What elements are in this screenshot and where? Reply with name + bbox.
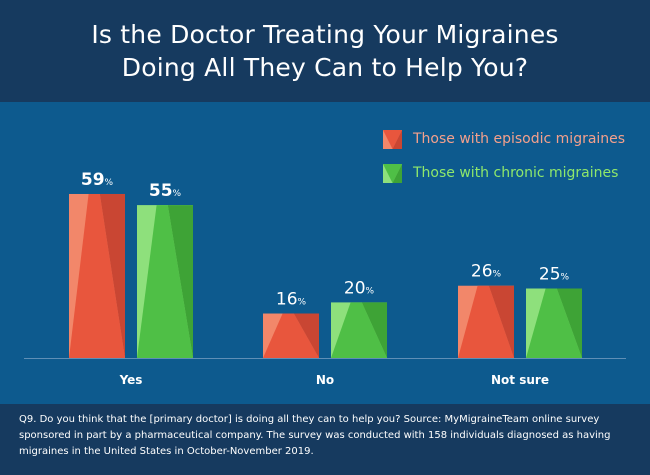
- category-label-no: No: [316, 373, 334, 387]
- data-label-yes-episodic: 59%: [81, 170, 114, 190]
- legend-item-chronic: Those with chronic migraines: [383, 162, 625, 184]
- bar-yes-episodic: [69, 193, 125, 358]
- bar-chart: 59% 55% Yes 16% 20% No 26% 25% Not sure: [24, 170, 626, 387]
- legend-item-episodic: Those with episodic migraines: [383, 128, 625, 150]
- legend-swatch-chronic: [383, 163, 402, 183]
- data-label-yes-chronic: 55%: [149, 181, 182, 201]
- data-label-not-sure-episodic: 26%: [471, 262, 502, 282]
- legend-label-chronic: Those with chronic migraines: [413, 165, 619, 181]
- data-label-no-episodic: 16%: [276, 290, 307, 310]
- bar-not-sure-episodic: [458, 285, 514, 358]
- legend-swatch-episodic: [383, 129, 402, 149]
- category-label-not-sure: Not sure: [491, 373, 549, 387]
- category-label-yes: Yes: [119, 373, 143, 387]
- bar-yes-chronic: [137, 205, 193, 358]
- bar-no-episodic: [263, 313, 319, 358]
- title-band: Is the Doctor Treating Your Migraines Do…: [0, 0, 650, 102]
- legend: Those with episodic migraines Those with…: [383, 128, 625, 196]
- bar-not-sure-chronic: [526, 288, 582, 358]
- chart-title-line-2: Doing All They Can to Help You?: [121, 53, 529, 82]
- chart-title-line-1: Is the Doctor Treating Your Migraines: [91, 20, 559, 49]
- footnote: Q9. Do you think that the [primary docto…: [0, 404, 650, 475]
- data-label-no-chronic: 20%: [344, 278, 375, 298]
- legend-label-episodic: Those with episodic migraines: [413, 131, 626, 147]
- bar-no-chronic: [331, 302, 387, 358]
- data-label-not-sure-chronic: 25%: [539, 265, 570, 285]
